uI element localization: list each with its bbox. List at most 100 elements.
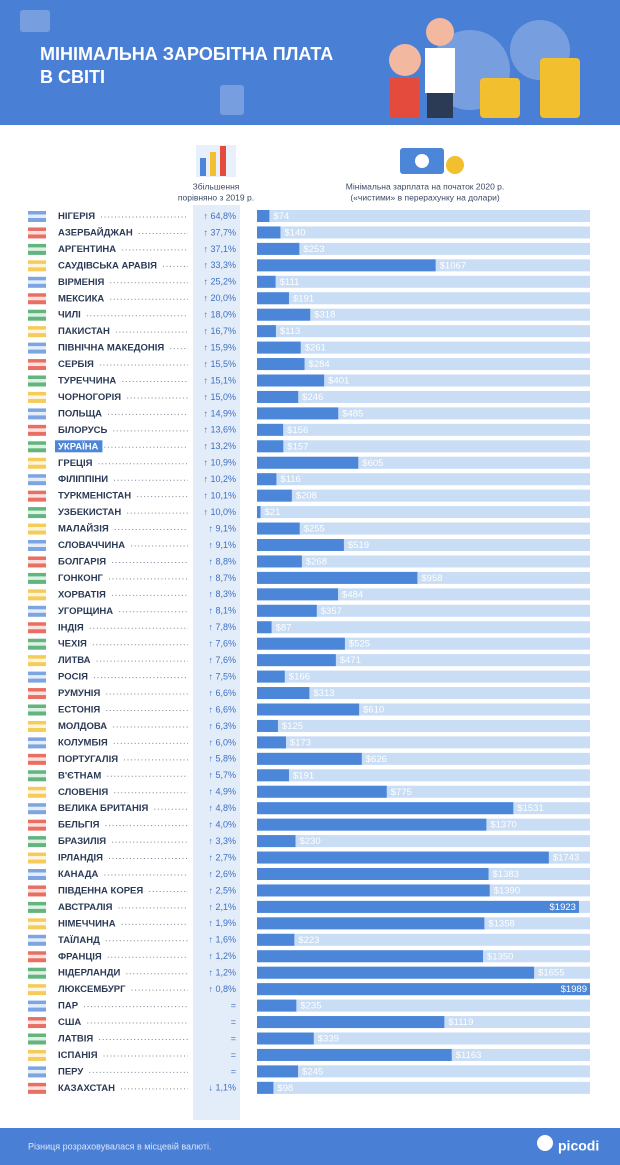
country-label: СЛОВЕНІЯ bbox=[58, 787, 108, 798]
bar bbox=[257, 933, 295, 946]
country-label: ПЕРУ bbox=[58, 1066, 83, 1077]
growth-label: ↑ 6,3% bbox=[208, 721, 236, 731]
value-label: $1989 bbox=[561, 984, 587, 995]
country-label: МАЛАЙЗІЯ bbox=[58, 523, 109, 535]
value-label: $1383 bbox=[493, 869, 519, 880]
growth-label: ↑ 9,1% bbox=[208, 540, 236, 550]
flag-stripe bbox=[28, 625, 46, 630]
bar bbox=[257, 358, 305, 371]
value-label: $1370 bbox=[490, 820, 516, 831]
coins bbox=[389, 18, 580, 118]
flag-stripe bbox=[28, 346, 46, 350]
growth-label: = bbox=[231, 1033, 236, 1043]
country-label: ЧИЛІ bbox=[58, 310, 81, 321]
growth-label: = bbox=[231, 1017, 236, 1027]
bar-track bbox=[257, 341, 590, 354]
value-label: $471 bbox=[340, 655, 361, 666]
bar bbox=[257, 736, 286, 749]
country-label: УКРАЇНА bbox=[58, 441, 99, 452]
growth-label: ↑ 10,2% bbox=[203, 474, 236, 484]
value-label: $223 bbox=[298, 935, 319, 946]
logo[interactable]: picodi bbox=[558, 1138, 599, 1154]
country-label: ПІВНІЧНА МАКЕДОНІЯ bbox=[58, 343, 164, 354]
growth-label: ↑ 14,9% bbox=[203, 408, 236, 418]
country-label: МЕКСИКА bbox=[58, 293, 104, 304]
bar-track bbox=[257, 621, 590, 634]
country-label: ФІЛІППІНИ bbox=[58, 474, 108, 485]
bar bbox=[257, 687, 310, 700]
bar bbox=[257, 588, 339, 601]
country-label: ЧОРНОГОРІЯ bbox=[58, 392, 121, 403]
flag-stripe bbox=[28, 230, 46, 235]
country-label: ЛИТВА bbox=[58, 655, 91, 666]
country-label: ІНДІЯ bbox=[58, 622, 84, 633]
bar-track bbox=[257, 210, 590, 222]
bar bbox=[257, 539, 344, 551]
flag-stripe bbox=[28, 395, 46, 399]
bar bbox=[257, 604, 317, 617]
flag-stripe bbox=[28, 806, 46, 811]
bar bbox=[257, 752, 362, 765]
country-label: ПАКИСТАН bbox=[58, 326, 110, 337]
flag-stripe bbox=[28, 1053, 46, 1057]
flag-stripe bbox=[28, 724, 46, 728]
country-label: СЕРБІЯ bbox=[58, 359, 94, 370]
flag-stripe bbox=[28, 1069, 46, 1074]
growth-header: Збільшення bbox=[193, 181, 240, 191]
growth-label: ↑ 7,5% bbox=[208, 671, 236, 681]
value-label: $1923 bbox=[550, 902, 576, 913]
bar-track bbox=[257, 1065, 590, 1078]
growth-label: ↑ 20,0% bbox=[203, 293, 236, 303]
flag-stripe bbox=[28, 461, 46, 465]
bar bbox=[257, 851, 549, 864]
value-label: $208 bbox=[296, 491, 317, 502]
value-label: $235 bbox=[300, 1001, 321, 1012]
bar-track bbox=[257, 440, 590, 453]
bar bbox=[257, 473, 277, 486]
flag-stripe bbox=[28, 1086, 46, 1090]
country-label: РОСІЯ bbox=[58, 672, 88, 683]
bar bbox=[257, 506, 261, 519]
growth-label: ↑ 3,3% bbox=[208, 836, 236, 846]
growth-label: ↑ 16,7% bbox=[203, 326, 236, 336]
flag-stripe bbox=[28, 708, 46, 712]
country-label: КАНАДА bbox=[58, 869, 99, 880]
country-label: ЛАТВІЯ bbox=[58, 1034, 93, 1045]
growth-label: ↑ 5,8% bbox=[208, 754, 236, 764]
flag-stripe bbox=[28, 1037, 46, 1041]
flag-stripe bbox=[28, 987, 46, 992]
bar bbox=[257, 868, 489, 880]
bar bbox=[257, 1081, 274, 1094]
country-label: МОЛДОВА bbox=[58, 721, 107, 732]
flag-stripe bbox=[28, 1004, 46, 1008]
value-label: $318 bbox=[314, 310, 335, 321]
value-label: $1067 bbox=[440, 260, 466, 271]
country-label: УГОРЩИНА bbox=[58, 606, 113, 617]
country-label: БЕЛЬГІЯ bbox=[58, 820, 100, 831]
flag-stripe bbox=[28, 379, 46, 383]
growth-label: ↑ 2,5% bbox=[208, 885, 236, 895]
growth-label: ↑ 6,6% bbox=[208, 688, 236, 698]
growth-column bbox=[193, 205, 240, 1120]
growth-label: ↑ 1,2% bbox=[208, 951, 236, 961]
flag-stripe bbox=[28, 592, 46, 597]
country-label: ПОЛЬЩА bbox=[58, 408, 102, 419]
value-label: $253 bbox=[303, 244, 324, 255]
bar bbox=[257, 325, 276, 338]
bar-track bbox=[257, 407, 590, 420]
bar bbox=[257, 999, 297, 1012]
bar bbox=[257, 226, 281, 239]
growth-label: ↑ 64,8% bbox=[203, 211, 236, 221]
value-label: $166 bbox=[289, 672, 310, 683]
flag-stripe bbox=[28, 576, 46, 580]
value-label: $21 bbox=[265, 507, 281, 518]
bar bbox=[257, 259, 436, 272]
growth-label: ↑ 10,0% bbox=[203, 507, 236, 517]
country-label: ПАР bbox=[58, 1001, 79, 1012]
growth-label: = bbox=[231, 1050, 236, 1060]
bar-track bbox=[257, 226, 590, 239]
value-label: $484 bbox=[342, 589, 363, 600]
value-label: $255 bbox=[304, 524, 325, 535]
flag-stripe bbox=[28, 658, 46, 663]
growth-label: ↓ 1,1% bbox=[208, 1083, 236, 1093]
